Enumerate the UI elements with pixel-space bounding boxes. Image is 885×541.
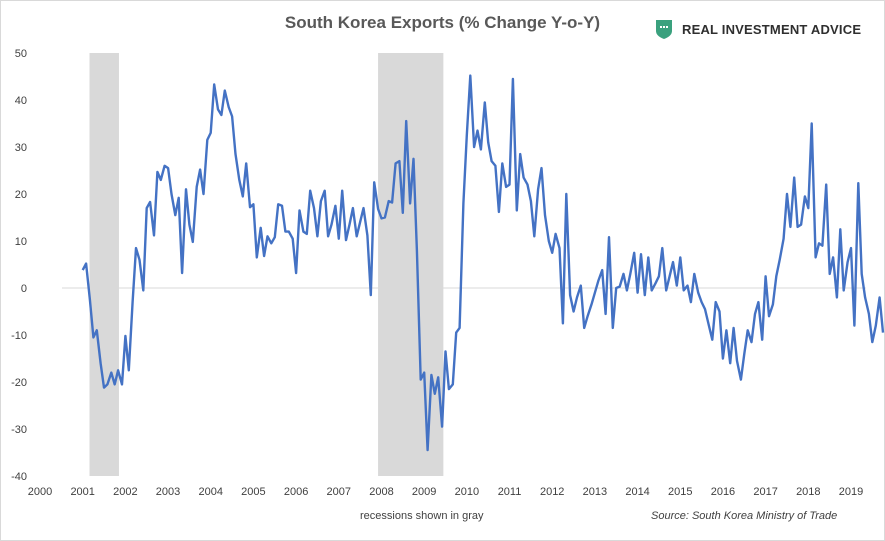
x-tick-label: 2003: [156, 486, 180, 498]
x-tick-label: 2011: [498, 486, 522, 498]
recession-note: recessions shown in gray: [360, 510, 484, 522]
x-tick-label: 2019: [839, 486, 863, 498]
y-tick-label: 30: [15, 142, 27, 154]
y-tick-label: -30: [11, 424, 27, 436]
x-tick-label: 2015: [668, 486, 692, 498]
recession-band-2: [378, 53, 444, 476]
x-tick-label: 2014: [625, 486, 649, 498]
series-lines: [81, 74, 885, 452]
y-tick-label: 10: [15, 236, 27, 248]
series-line-1: [81, 74, 885, 452]
y-tick-label: 40: [15, 95, 27, 107]
y-tick-label: -10: [11, 330, 27, 342]
recession-band-1: [89, 53, 119, 476]
x-tick-label: 2002: [113, 486, 137, 498]
y-tick-label: -20: [11, 377, 27, 389]
x-tick-label: 2016: [711, 486, 735, 498]
x-tick-label: 2008: [369, 486, 393, 498]
x-tick-label: 2001: [70, 486, 94, 498]
x-tick-label: 2005: [241, 486, 265, 498]
x-tick-label: 2004: [198, 486, 222, 498]
x-tick-label: 2010: [455, 486, 479, 498]
source-note: Source: South Korea Ministry of Trade: [651, 510, 838, 522]
brand-name: REAL INVESTMENT ADVICE: [682, 21, 862, 37]
x-tick-label: 2000: [28, 486, 52, 498]
x-tick-label: 2017: [753, 486, 777, 498]
chart-title: South Korea Exports (% Change Y-o-Y): [284, 13, 601, 32]
y-tick-label: 50: [15, 48, 27, 60]
shield-icon: [656, 20, 672, 39]
x-tick-label: 2006: [284, 486, 308, 498]
y-tick-label: 0: [21, 283, 27, 295]
x-tick-label: 2007: [327, 486, 351, 498]
x-tick-label: 2018: [796, 486, 820, 498]
x-tick-label: 2013: [583, 486, 607, 498]
y-tick-label: 20: [15, 189, 27, 201]
y-tick-label: -40: [11, 471, 27, 483]
brand-logo: REAL INVESTMENT ADVICE: [652, 17, 861, 41]
x-tick-label: 2009: [412, 486, 436, 498]
recession-bands: [89, 53, 444, 476]
x-tick-label: 2012: [540, 486, 564, 498]
